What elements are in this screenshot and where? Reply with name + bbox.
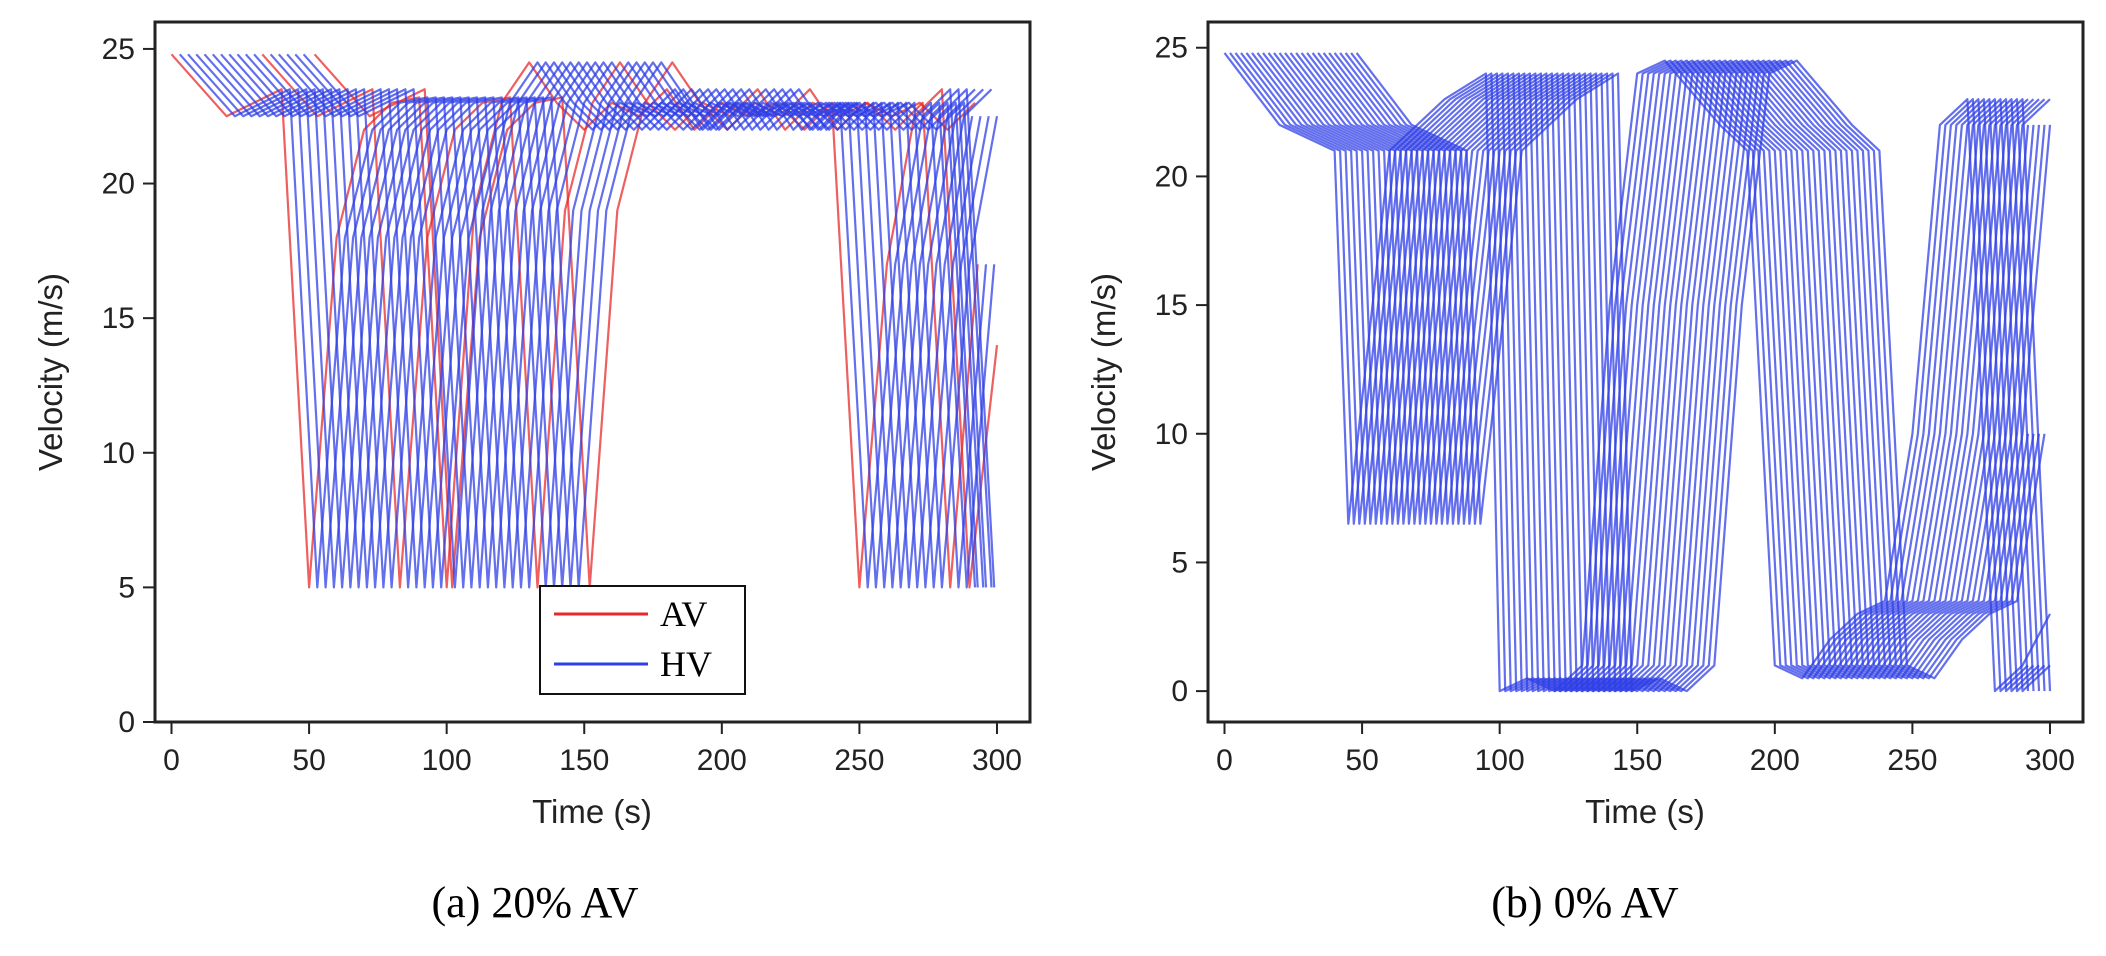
av-trajectory-2 (261, 53, 979, 589)
hv-trajectory-10 (253, 53, 999, 589)
hv-trajectory-16 (1306, 52, 2051, 693)
plot-frame (1206, 20, 2085, 724)
y-axis-ticks: 0 5 10 15 20 25 (102, 33, 155, 739)
y-tick-label: 10 (1155, 418, 1188, 451)
hv-trajectory-12 (277, 53, 996, 589)
y-tick-label: 5 (118, 571, 135, 604)
legend-label-hv: HV (660, 644, 712, 684)
hv-trajectory-11 (269, 53, 988, 589)
hv-trajectory-15 (302, 53, 993, 589)
hv-trajectory-17 (1311, 52, 2030, 693)
hv-trajectory-24 (1350, 52, 2041, 693)
y-tick-label: 10 (102, 437, 135, 470)
y-tick-label: 15 (1155, 289, 1188, 322)
x-axis-ticks: 0 50 100 150 200 250 300 (163, 722, 1022, 777)
hv-trajectory-19 (1322, 52, 2041, 693)
hv-trajectory-18 (1317, 52, 2035, 693)
x-tick-label: 100 (422, 744, 472, 777)
y-tick-label: 0 (118, 706, 135, 739)
y-axis-label: Velocity (m/s) (32, 273, 69, 471)
hv-trajectory-21 (1333, 52, 2052, 693)
hv-trajectory-7 (228, 53, 974, 589)
hv-trajectory-20 (1328, 52, 2046, 693)
x-tick-label: 250 (1887, 744, 1937, 777)
x-tick-label: 0 (1216, 744, 1233, 777)
y-axis-ticks: 0 5 10 15 20 25 (1155, 32, 1208, 708)
x-tick-label: 150 (1612, 744, 1662, 777)
y-axis-label: Velocity (m/s) (1085, 273, 1122, 471)
panel-20pct-av: 0 50 100 150 200 250 300 0 5 10 15 20 25 Time (s) V… (32, 20, 1032, 927)
x-tick-label: 50 (1345, 744, 1378, 777)
hv-trajectory-25 (1355, 52, 2046, 693)
hv-trajectory-12 (1284, 52, 2029, 693)
legend: AV HV (539, 585, 746, 695)
x-tick-label: 150 (559, 744, 609, 777)
hv-trajectory-13 (1289, 52, 2035, 693)
caption-a: (a) 20% AV (432, 878, 639, 927)
x-tick-label: 200 (697, 744, 747, 777)
hv-trajectory-9 (244, 53, 990, 589)
hv-trajectory-23 (1344, 52, 2035, 693)
x-axis-ticks: 0 50 100 150 200 250 300 (1216, 722, 2075, 777)
velocity-trajectories-0pct (1223, 52, 2052, 693)
y-tick-label: 25 (102, 33, 135, 66)
y-tick-label: 20 (102, 168, 135, 201)
x-tick-label: 100 (1475, 744, 1525, 777)
hv-trajectory-14 (1295, 52, 2040, 693)
hv-trajectory-15 (1300, 52, 2046, 693)
caption-b: (b) 0% AV (1491, 878, 1679, 927)
legend-label-av: AV (660, 594, 707, 634)
x-tick-label: 250 (834, 744, 884, 777)
x-tick-label: 0 (163, 744, 180, 777)
hv-trajectory-8 (236, 53, 982, 589)
x-tick-label: 300 (972, 744, 1022, 777)
x-axis-label: Time (s) (1585, 793, 1705, 830)
y-tick-label: 0 (1171, 675, 1188, 708)
plot-frame (153, 20, 1032, 724)
y-tick-label: 20 (1155, 160, 1188, 193)
y-tick-label: 25 (1155, 32, 1188, 65)
x-tick-label: 50 (292, 744, 325, 777)
y-tick-label: 15 (102, 302, 135, 335)
y-tick-label: 5 (1171, 546, 1188, 579)
x-axis-label: Time (s) (532, 793, 652, 830)
av-trajectory-1 (170, 53, 999, 589)
x-tick-label: 300 (2025, 744, 2075, 777)
x-tick-label: 200 (1750, 744, 1800, 777)
velocity-trajectories-20pct (170, 53, 999, 589)
panel-0pct-av: 0 50 100 150 200 250 300 0 5 10 15 20 25 Time (s) V… (1085, 20, 2085, 927)
legend-box (539, 585, 746, 695)
hv-trajectory-22 (1339, 52, 2030, 693)
